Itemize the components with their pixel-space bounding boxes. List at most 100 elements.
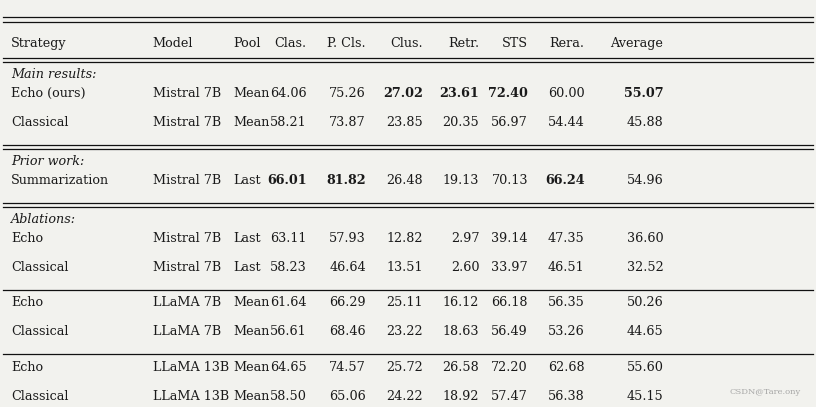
Text: 26.48: 26.48: [386, 174, 423, 187]
Text: 74.57: 74.57: [329, 361, 366, 374]
Text: 27.02: 27.02: [383, 87, 423, 100]
Text: 47.35: 47.35: [548, 232, 585, 245]
Text: Echo: Echo: [11, 361, 43, 374]
Text: 45.88: 45.88: [627, 116, 663, 129]
Text: Mean: Mean: [233, 87, 270, 100]
Text: Mistral 7B: Mistral 7B: [153, 87, 221, 100]
Text: CSDN@Tare.ony: CSDN@Tare.ony: [730, 388, 801, 396]
Text: P. Cls.: P. Cls.: [327, 37, 366, 50]
Text: 13.51: 13.51: [386, 261, 423, 274]
Text: Last: Last: [233, 174, 261, 187]
Text: Echo: Echo: [11, 232, 43, 245]
Text: 72.20: 72.20: [491, 361, 528, 374]
Text: Mistral 7B: Mistral 7B: [153, 174, 221, 187]
Text: Echo: Echo: [11, 296, 43, 309]
Text: Classical: Classical: [11, 116, 69, 129]
Text: 73.87: 73.87: [329, 116, 366, 129]
Text: 54.44: 54.44: [548, 116, 585, 129]
Text: 57.47: 57.47: [491, 389, 528, 403]
Text: Mean: Mean: [233, 116, 270, 129]
Text: 20.35: 20.35: [442, 116, 479, 129]
Text: 58.50: 58.50: [270, 389, 307, 403]
Text: 75.26: 75.26: [329, 87, 366, 100]
Text: 25.11: 25.11: [386, 296, 423, 309]
Text: 62.68: 62.68: [548, 361, 585, 374]
Text: Classical: Classical: [11, 261, 69, 274]
Text: 32.52: 32.52: [627, 261, 663, 274]
Text: Average: Average: [610, 37, 663, 50]
Text: 55.60: 55.60: [627, 361, 663, 374]
Text: 66.01: 66.01: [267, 174, 307, 187]
Text: 56.97: 56.97: [491, 116, 528, 129]
Text: 66.18: 66.18: [491, 296, 528, 309]
Text: Mistral 7B: Mistral 7B: [153, 232, 221, 245]
Text: Mean: Mean: [233, 296, 270, 309]
Text: Classical: Classical: [11, 389, 69, 403]
Text: Mistral 7B: Mistral 7B: [153, 261, 221, 274]
Text: Prior work:: Prior work:: [11, 155, 84, 168]
Text: STS: STS: [502, 37, 528, 50]
Text: 63.11: 63.11: [270, 232, 307, 245]
Text: 56.61: 56.61: [270, 325, 307, 338]
Text: LLaMA 7B: LLaMA 7B: [153, 296, 221, 309]
Text: 66.29: 66.29: [329, 296, 366, 309]
Text: Last: Last: [233, 261, 261, 274]
Text: 56.49: 56.49: [491, 325, 528, 338]
Text: Rera.: Rera.: [550, 37, 585, 50]
Text: 18.63: 18.63: [443, 325, 479, 338]
Text: 70.13: 70.13: [491, 174, 528, 187]
Text: 50.26: 50.26: [627, 296, 663, 309]
Text: 66.24: 66.24: [545, 174, 585, 187]
Text: 36.60: 36.60: [627, 232, 663, 245]
Text: 72.40: 72.40: [488, 87, 528, 100]
Text: LLaMA 13B: LLaMA 13B: [153, 361, 228, 374]
Text: Classical: Classical: [11, 325, 69, 338]
Text: 44.65: 44.65: [627, 325, 663, 338]
Text: Strategy: Strategy: [11, 37, 67, 50]
Text: 24.22: 24.22: [386, 389, 423, 403]
Text: 39.14: 39.14: [491, 232, 528, 245]
Text: Mistral 7B: Mistral 7B: [153, 116, 221, 129]
Text: Main results:: Main results:: [11, 68, 96, 81]
Text: Clas.: Clas.: [274, 37, 307, 50]
Text: Model: Model: [153, 37, 193, 50]
Text: 46.51: 46.51: [548, 261, 585, 274]
Text: Mean: Mean: [233, 361, 270, 374]
Text: 64.65: 64.65: [270, 361, 307, 374]
Text: Echo (ours): Echo (ours): [11, 87, 86, 100]
Text: 23.85: 23.85: [386, 116, 423, 129]
Text: 58.23: 58.23: [270, 261, 307, 274]
Text: Retr.: Retr.: [448, 37, 479, 50]
Text: 16.12: 16.12: [443, 296, 479, 309]
Text: Pool: Pool: [233, 37, 261, 50]
Text: Last: Last: [233, 232, 261, 245]
Text: 61.64: 61.64: [270, 296, 307, 309]
Text: 23.61: 23.61: [440, 87, 479, 100]
Text: 12.82: 12.82: [386, 232, 423, 245]
Text: 58.21: 58.21: [270, 116, 307, 129]
Text: Mean: Mean: [233, 389, 270, 403]
Text: 81.82: 81.82: [326, 174, 366, 187]
Text: 2.97: 2.97: [450, 232, 479, 245]
Text: 18.92: 18.92: [443, 389, 479, 403]
Text: 2.60: 2.60: [450, 261, 479, 274]
Text: 64.06: 64.06: [270, 87, 307, 100]
Text: 60.00: 60.00: [548, 87, 585, 100]
Text: 56.35: 56.35: [548, 296, 585, 309]
Text: 55.07: 55.07: [623, 87, 663, 100]
Text: 57.93: 57.93: [329, 232, 366, 245]
Text: Clus.: Clus.: [390, 37, 423, 50]
Text: 45.15: 45.15: [627, 389, 663, 403]
Text: 65.06: 65.06: [329, 389, 366, 403]
Text: 25.72: 25.72: [386, 361, 423, 374]
Text: 46.64: 46.64: [329, 261, 366, 274]
Text: 53.26: 53.26: [548, 325, 585, 338]
Text: 56.38: 56.38: [548, 389, 585, 403]
Text: LLaMA 13B: LLaMA 13B: [153, 389, 228, 403]
Text: Ablations:: Ablations:: [11, 213, 76, 226]
Text: 68.46: 68.46: [329, 325, 366, 338]
Text: 19.13: 19.13: [443, 174, 479, 187]
Text: 33.97: 33.97: [491, 261, 528, 274]
Text: 23.22: 23.22: [386, 325, 423, 338]
Text: 26.58: 26.58: [442, 361, 479, 374]
